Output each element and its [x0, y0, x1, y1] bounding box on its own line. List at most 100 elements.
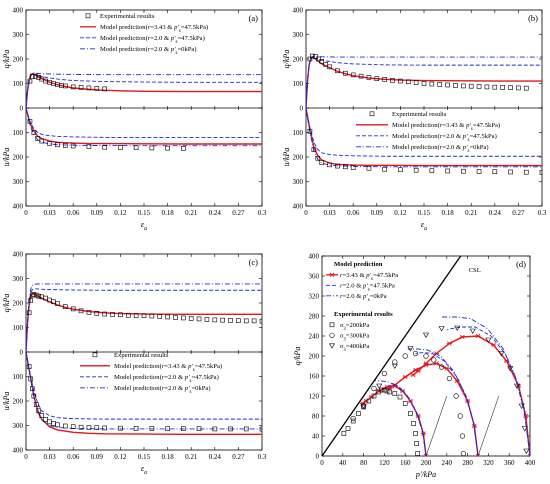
experimental-point	[398, 78, 403, 84]
legend-symbol-p: p'	[365, 272, 371, 279]
q-axis-label: q/kPa	[282, 50, 291, 69]
model-star-marker	[423, 453, 429, 456]
y-tick-label: 320	[309, 293, 320, 301]
experimental-point	[327, 162, 332, 168]
experimental-point	[402, 353, 408, 359]
x-tick-label: 0.06	[67, 453, 80, 461]
legend-symbol-sigma: σ	[340, 322, 344, 329]
experimental-point	[445, 168, 450, 174]
experimental-point	[28, 376, 34, 382]
legend-text-part: =47.5kPa)	[181, 24, 208, 31]
experimental-point	[356, 411, 361, 416]
series-line-q	[306, 56, 542, 109]
experimental-point	[196, 316, 202, 322]
legend-text-part: 3.43 &	[346, 272, 366, 279]
experimental-point	[243, 318, 249, 324]
experimental-point	[382, 77, 387, 82]
experimental-point	[460, 450, 467, 456]
legend-text-part: =	[442, 133, 446, 140]
experimental-point	[70, 424, 76, 430]
legend-symbol-r: r	[340, 293, 343, 300]
experimental-point	[484, 84, 490, 90]
x-tick-label: 0	[320, 459, 324, 467]
legend-text-part: =	[164, 363, 168, 370]
model-star-marker	[376, 388, 382, 394]
legend-text-part: =	[150, 35, 154, 42]
experimental-point	[86, 425, 92, 430]
series-line-q	[26, 283, 262, 353]
x-axis-label-subscript: a	[144, 470, 147, 476]
experimental-point	[236, 318, 241, 323]
experimental-point	[27, 78, 33, 84]
y-tick-label: 360	[309, 273, 320, 281]
x-tick-label: 80	[360, 459, 368, 467]
legend-text-part: =	[343, 283, 347, 290]
u-tick-label: 300	[293, 178, 304, 186]
experimental-point	[429, 168, 435, 174]
legend-subscript: s	[189, 379, 191, 384]
legend-text-part: =47.5kPa)	[195, 363, 222, 370]
u-tick-label: 200	[13, 398, 24, 406]
x-tick-label: 0	[304, 209, 308, 217]
x-tick-label: 280	[462, 459, 473, 467]
legend-text-part: =0kPa)	[191, 385, 210, 392]
legend-subscript: s	[175, 51, 177, 56]
legend-text-part: =	[150, 46, 154, 53]
experimental-point	[31, 393, 37, 399]
legend-entry: Model prediction(r=2.0 & p's=0kPa)	[114, 385, 211, 395]
experimental-point	[350, 165, 356, 170]
q-tick-label: 100	[13, 324, 24, 332]
experimental-point	[413, 431, 418, 436]
experimental-point	[70, 306, 76, 312]
x-tick-label: 0.3	[258, 209, 267, 217]
legend-entry: σ3=400kPa	[340, 343, 369, 353]
x-tick-label: 0	[24, 453, 28, 461]
experimental-point	[411, 421, 416, 426]
model-star-marker	[491, 342, 497, 348]
x-tick-label: 320	[483, 459, 494, 467]
legend-marker	[328, 343, 336, 349]
star-stroke	[423, 453, 427, 456]
experimental-point	[26, 364, 32, 370]
legend-symbol-r: r	[340, 283, 343, 290]
experimental-point	[33, 292, 39, 298]
experimental-point	[376, 383, 383, 390]
legend-text-part: =300kPa	[346, 333, 370, 340]
x-tick-label: 0.27	[232, 453, 245, 461]
experimental-point	[382, 387, 387, 393]
series-line-q	[26, 288, 262, 353]
experimental-point	[165, 426, 170, 431]
legend-text-part: =47.5kPa	[370, 283, 395, 290]
legend-text-part: =	[343, 272, 347, 279]
star-stroke	[475, 453, 479, 456]
legend-marker	[85, 13, 91, 19]
experimental-point	[149, 145, 155, 151]
y-tick-label: 280	[309, 313, 320, 321]
q-tick-label: 100	[293, 80, 304, 88]
legend-entry: Experimental results	[100, 13, 155, 20]
x-tick-label: 0.18	[161, 209, 174, 217]
experimental-point	[413, 350, 419, 357]
experimental-point	[26, 310, 32, 316]
experimental-point	[453, 393, 459, 399]
legend-subscript: s	[467, 149, 469, 154]
legend-text-part: 2.0 &	[154, 46, 171, 53]
model-star-marker	[475, 453, 481, 456]
legend-text-part: =400kPa	[346, 343, 370, 350]
experimental-point	[309, 53, 315, 59]
experimental-point	[485, 337, 492, 344]
model-star-marker	[444, 366, 450, 371]
u-tick-label: 400	[293, 203, 304, 211]
legend-symbol-p: p'	[465, 122, 471, 129]
x-tick-label: 0	[24, 209, 28, 217]
legend-text-part: 2.0 &	[168, 385, 185, 392]
legend-subscript: s	[193, 368, 195, 373]
experimental-point	[181, 315, 186, 321]
experimental-point	[259, 318, 262, 324]
chart-panel-d: 0 40 80 120 160 200 240 280 320 360 400 0 40 80 120 160…	[293, 253, 536, 480]
legend-entry: Model prediction(r=3.43 & p's=47.5kPa)	[114, 363, 222, 373]
experimental-point	[110, 312, 115, 317]
legend-text-part: 3.43 &	[154, 24, 174, 31]
legend-text-part: =	[442, 144, 446, 151]
experimental-point	[63, 423, 68, 429]
